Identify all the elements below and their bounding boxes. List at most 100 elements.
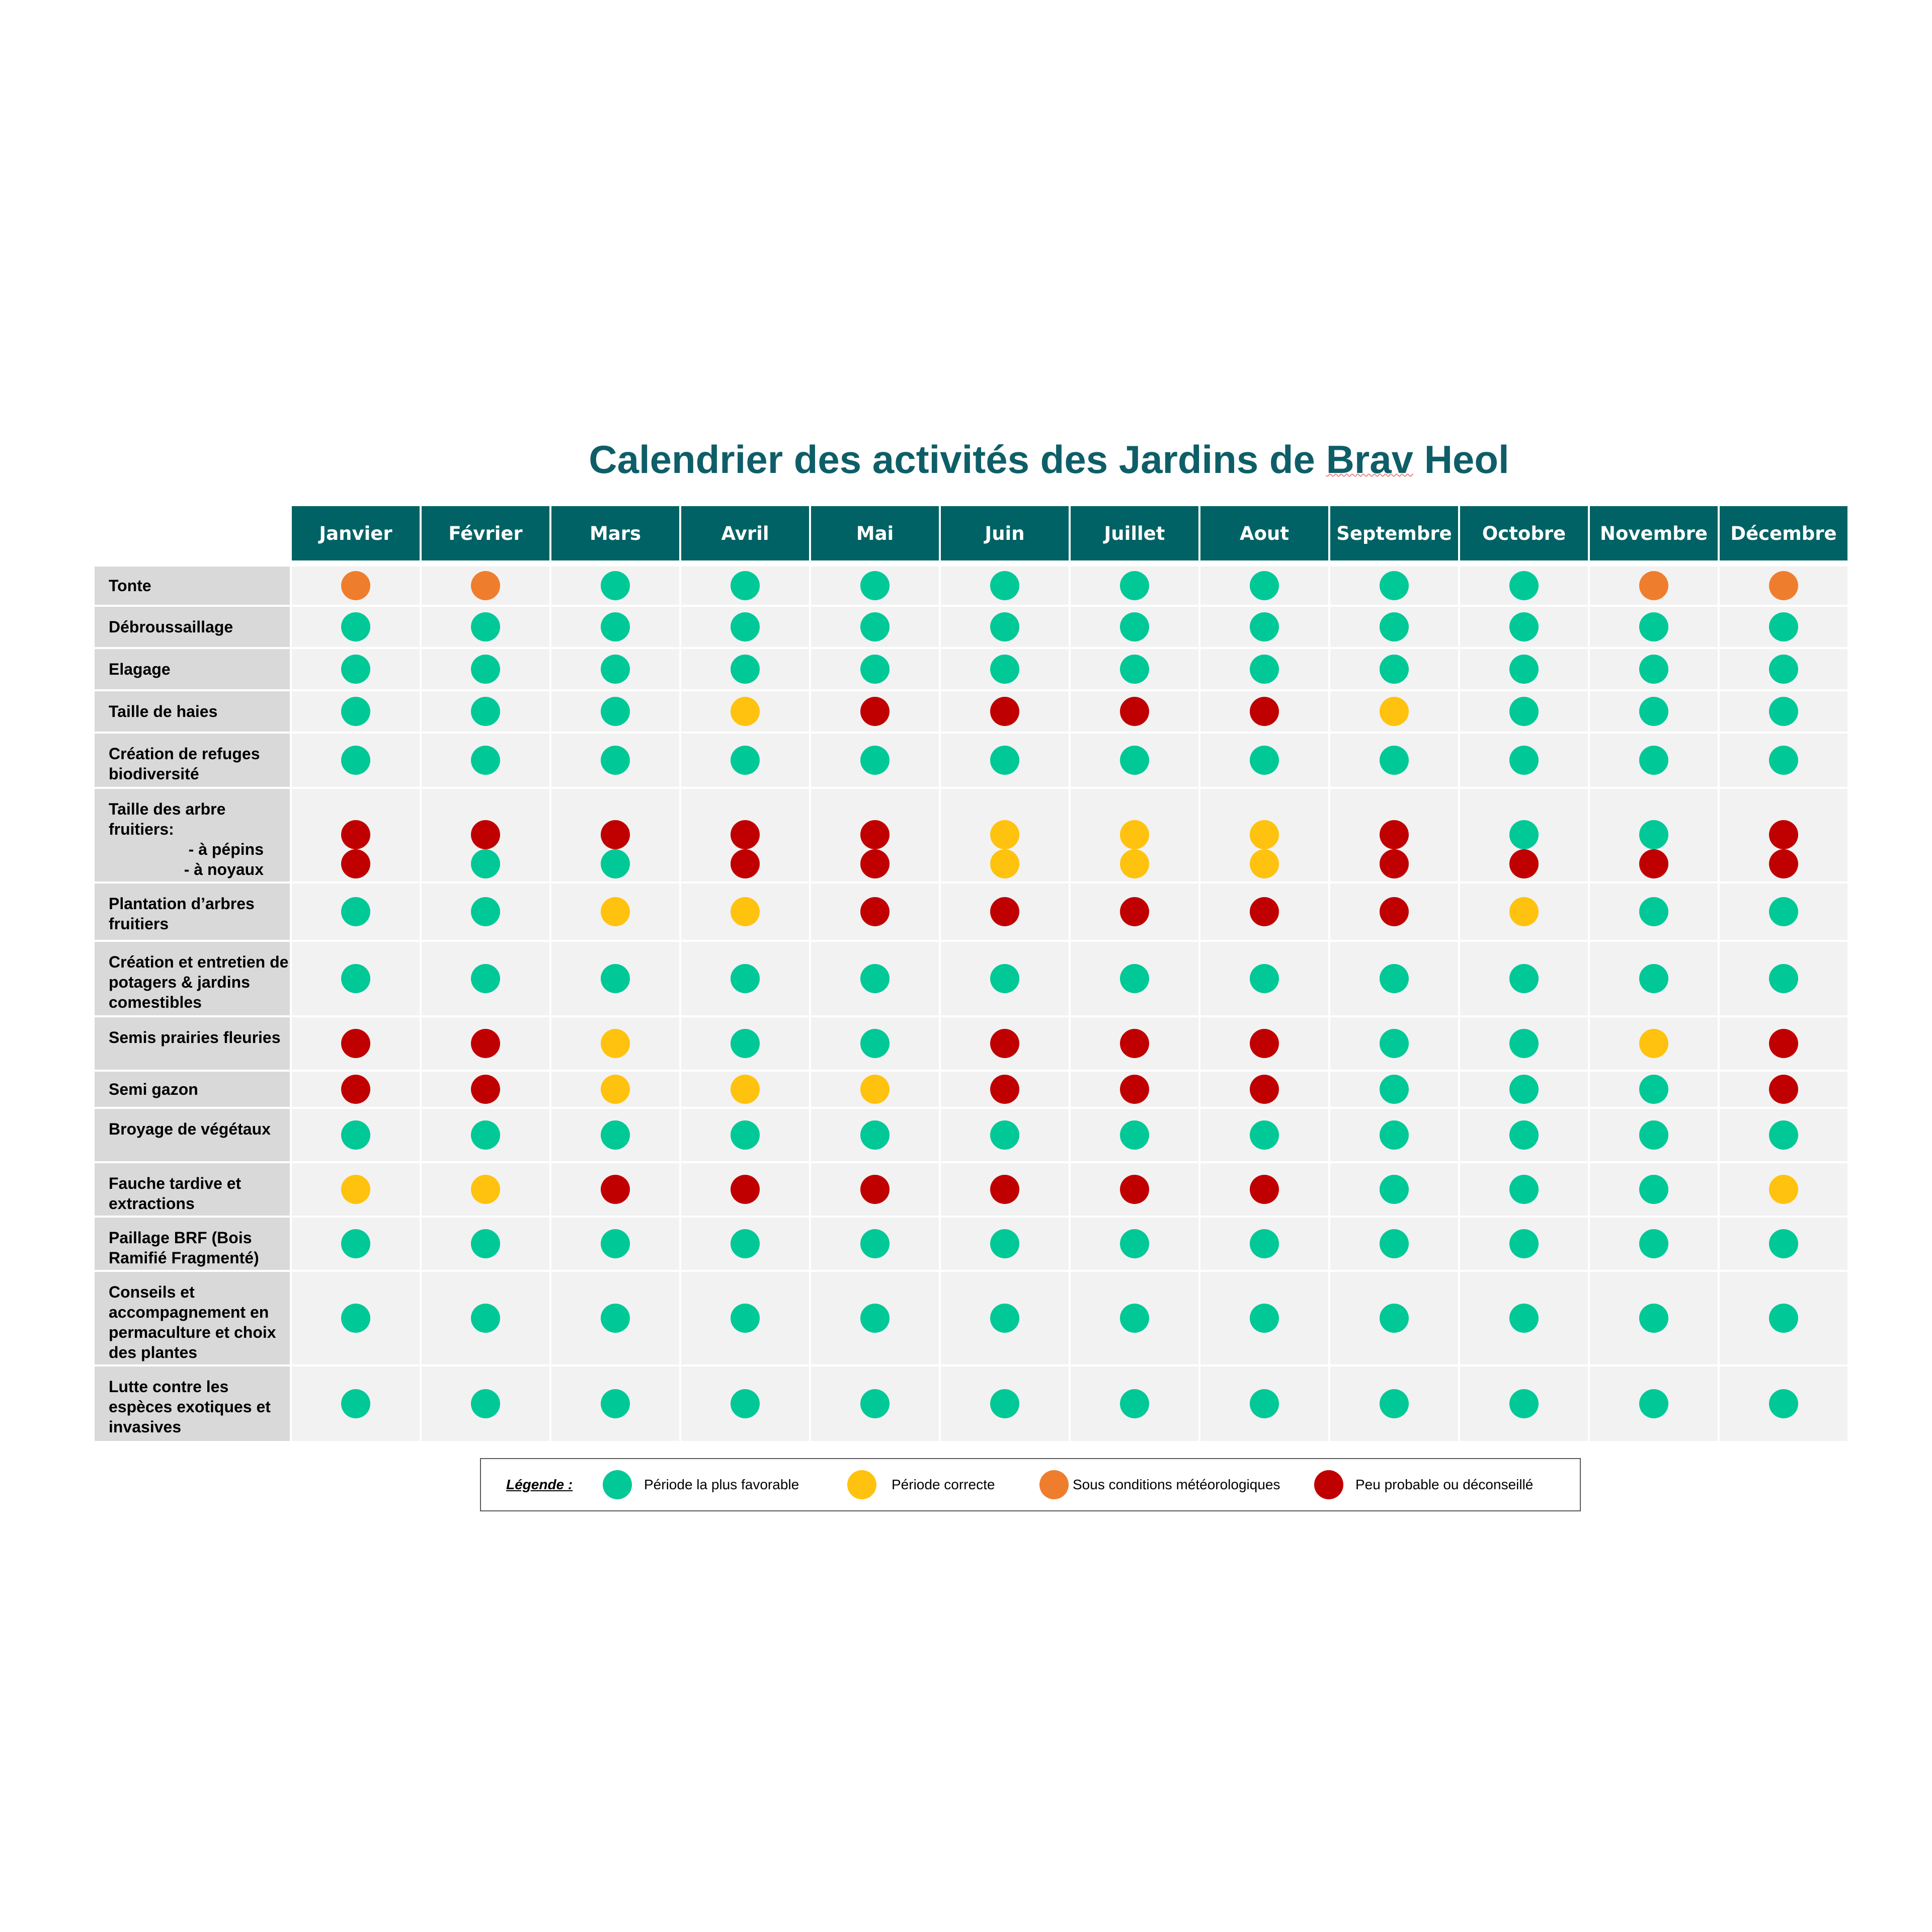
status-dot-deconseille: [731, 1175, 760, 1204]
activity-name: Création de refuges biodiversité: [109, 745, 260, 783]
status-dot-favorable: [731, 1029, 760, 1058]
activity-label: Conseils et accompagnement en permacultu…: [95, 1272, 290, 1364]
activity-name: Taille de haies: [109, 702, 218, 720]
month-header: Décembre: [1720, 506, 1847, 560]
status-dot-favorable: [1639, 746, 1668, 775]
status-dot-favorable: [990, 746, 1019, 775]
month-header: Avril: [681, 506, 809, 560]
status-dot-favorable: [1120, 571, 1149, 600]
legend-label: Sous conditions météorologiques: [1073, 1477, 1280, 1492]
status-dot-favorable: [471, 897, 500, 926]
month-header: Aout: [1200, 506, 1328, 560]
status-dot-favorable: [471, 1304, 500, 1333]
calendar-cell: [292, 1218, 420, 1270]
calendar-cell: [1590, 942, 1718, 1015]
status-dot-favorable: [341, 655, 370, 684]
calendar-cell: [1590, 567, 1718, 605]
calendar-cell: [1200, 789, 1328, 881]
status-dot-favorable: [1250, 1389, 1279, 1418]
calendar-cell: [1071, 607, 1198, 647]
status-dot-deconseille: [860, 697, 890, 726]
activity-label: Elagage: [95, 649, 290, 689]
status-dot-deconseille: [1250, 1029, 1279, 1058]
status-dot-favorable: [860, 571, 890, 600]
activity-name: Tonte: [109, 577, 151, 595]
legend-dot-meteo: [1039, 1470, 1069, 1499]
calendar-cell: [1460, 691, 1588, 732]
status-dot-deconseille: [1250, 897, 1279, 926]
status-dot-favorable: [601, 1389, 630, 1418]
calendar-cell: [1720, 734, 1847, 787]
calendar-cell: [811, 649, 939, 689]
status-dot-favorable: [601, 571, 630, 600]
calendar-cell: [551, 1272, 679, 1364]
calendar-cell: [811, 1218, 939, 1270]
status-dot-meteo: [471, 571, 500, 600]
status-dot-deconseille: [990, 1075, 1019, 1104]
status-dot-favorable: [731, 571, 760, 600]
status-dot-favorable: [1380, 1304, 1409, 1333]
calendar-cell: [422, 1366, 549, 1441]
status-dot-favorable: [1380, 1075, 1409, 1104]
status-dot-favorable: [471, 612, 500, 641]
calendar-cell: [1720, 1072, 1847, 1107]
status-dot-favorable: [341, 964, 370, 993]
status-dot-deconseille: [860, 820, 890, 849]
calendar-cell: [551, 789, 679, 881]
activity-label: Taille des arbre fruitiers: - à pépins - à…: [95, 789, 290, 881]
status-dot-favorable: [1769, 1229, 1798, 1258]
status-dot-correcte: [1380, 697, 1409, 726]
status-dot-correcte: [1509, 897, 1539, 926]
calendar-cell: [1330, 883, 1458, 940]
calendar-cell: [811, 789, 939, 881]
status-dot-favorable: [1639, 612, 1668, 641]
activity-name: Conseils et accompagnement en permacultu…: [109, 1283, 276, 1361]
calendar-cell: [551, 883, 679, 940]
status-dot-deconseille: [1380, 820, 1409, 849]
status-dot-favorable: [1120, 1120, 1149, 1150]
status-dot-deconseille: [1769, 849, 1798, 878]
calendar-cell: [1590, 789, 1718, 881]
calendar-cell: [422, 567, 549, 605]
status-dot-favorable: [1509, 1175, 1539, 1204]
status-dot-deconseille: [1250, 697, 1279, 726]
calendar-cell: [941, 734, 1069, 787]
calendar-cell: [1330, 1163, 1458, 1216]
calendar-cell: [1590, 1109, 1718, 1161]
activity-name: Plantation d’arbres fruitiers: [109, 895, 255, 933]
status-dot-favorable: [1250, 964, 1279, 993]
status-dot-favorable: [860, 1229, 890, 1258]
calendar-cell: [681, 1366, 809, 1441]
activity-label: Paillage BRF (Bois Ramifié Fragmenté): [95, 1218, 290, 1270]
status-dot-deconseille: [990, 697, 1019, 726]
calendar-cell: [1071, 649, 1198, 689]
status-dot-favorable: [731, 1389, 760, 1418]
month-header: Octobre: [1460, 506, 1588, 560]
status-dot-favorable: [1380, 746, 1409, 775]
status-dot-favorable: [1639, 1120, 1668, 1150]
calendar-cell: [1720, 649, 1847, 689]
status-dot-favorable: [860, 1120, 890, 1150]
activity-label: Débroussaillage: [95, 607, 290, 647]
calendar-cell: [292, 789, 420, 881]
status-dot-favorable: [341, 1389, 370, 1418]
status-dot-favorable: [1769, 655, 1798, 684]
calendar-cell: [681, 1072, 809, 1107]
calendar-cell: [941, 691, 1069, 732]
status-dot-favorable: [990, 1229, 1019, 1258]
status-dot-favorable: [860, 655, 890, 684]
activity-name: Semis prairies fleuries: [109, 1028, 281, 1046]
status-dot-favorable: [1769, 964, 1798, 993]
status-dot-deconseille: [1769, 1075, 1798, 1104]
calendar-cell: [1071, 691, 1198, 732]
calendar-cell: [1460, 942, 1588, 1015]
status-dot-favorable: [990, 1304, 1019, 1333]
activity-label: Broyage de végétaux: [95, 1109, 290, 1161]
calendar-cell: [1590, 1163, 1718, 1216]
status-dot-favorable: [471, 1120, 500, 1150]
status-dot-meteo: [1639, 571, 1668, 600]
calendar-cell: [1200, 607, 1328, 647]
status-dot-favorable: [341, 897, 370, 926]
activity-name: Lutte contre les espèces exotiques et in…: [109, 1378, 271, 1436]
calendar-cell: [292, 1366, 420, 1441]
